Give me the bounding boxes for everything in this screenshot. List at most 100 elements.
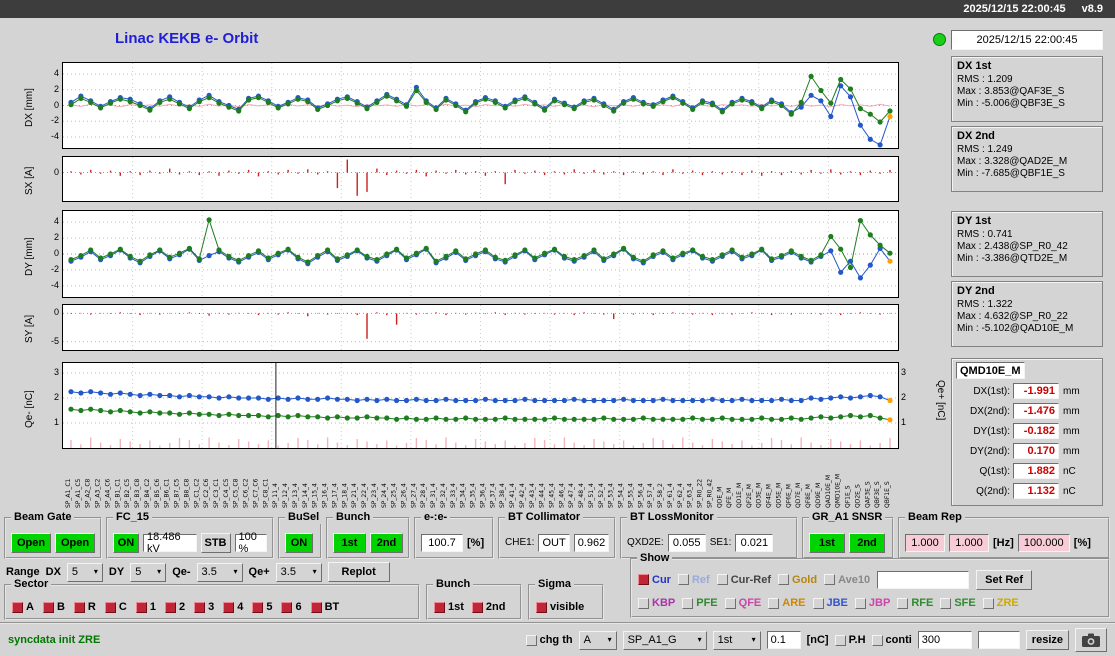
sector-bt-checkbox[interactable] [310, 601, 322, 613]
resize-button[interactable]: resize [1025, 630, 1069, 650]
show-cur-ref-item: Cur-Ref [716, 574, 771, 586]
sector-r-checkbox[interactable] [73, 601, 85, 613]
rfe-label: RFE [911, 597, 934, 610]
replot-button[interactable]: Replot [327, 562, 390, 582]
sector-b-checkbox[interactable] [42, 601, 54, 613]
bunch-select[interactable]: 1st ▾ [712, 630, 761, 650]
range-dy-select[interactable]: 5 ▾ [130, 562, 167, 582]
spare-input[interactable] [977, 631, 1020, 649]
monitor-unit: mm [1063, 385, 1080, 397]
page-title: Linac KEKB e- Orbit [115, 30, 259, 47]
show-jbe-item: JBE [812, 597, 848, 609]
svg-text:QF8E_M: QF8E_M [805, 484, 812, 508]
busel-on-button[interactable]: ON [285, 532, 313, 553]
sfe-checkbox[interactable] [940, 597, 952, 609]
svg-text:QD2E_S: QD2E_S [854, 484, 861, 508]
are-checkbox[interactable] [768, 597, 780, 609]
bpm-select[interactable]: SP_A1_G ▾ [622, 630, 707, 650]
ph-item: P.H [834, 634, 866, 646]
threshold-unit: [nC] [806, 634, 829, 646]
svg-text:SP_25_4: SP_25_4 [391, 483, 398, 508]
interval-input[interactable] [917, 631, 972, 649]
sx-steering-plot[interactable] [62, 156, 899, 202]
set-ref-button[interactable]: Set Ref [976, 569, 1033, 590]
sy-steering-plot[interactable] [62, 304, 899, 351]
show-pfe-item: PFE [682, 597, 718, 609]
ave10-checkbox[interactable] [824, 574, 836, 586]
bunch-1st-checkbox[interactable] [434, 601, 445, 613]
beam-gate-open-button-1[interactable]: Open [11, 532, 51, 553]
ref-checkbox[interactable] [677, 574, 689, 586]
cur-ref-checkbox[interactable] [716, 574, 728, 586]
rfe-checkbox[interactable] [897, 597, 909, 609]
svg-text:SP_11_4: SP_11_4 [272, 483, 279, 508]
qe-minus-axis-label: Qe- [nC] [24, 390, 35, 428]
sector-b-label: B [56, 601, 65, 613]
svg-text:SP_A4_C6: SP_A4_C6 [105, 478, 112, 508]
sector-a-label: A [26, 601, 34, 613]
cur-checkbox[interactable] [638, 574, 649, 586]
sector-select[interactable]: A ▾ [578, 630, 617, 650]
stats-max: Max : 3.853@QAF3E_S [957, 86, 1065, 97]
sector-4-checkbox[interactable] [223, 601, 235, 613]
gold-checkbox[interactable] [778, 574, 790, 586]
monitor-unit: nC [1063, 465, 1076, 477]
status-bar: syncdata init ZRE chg th A ▾ SP_A1_G ▾ 1st… [0, 622, 1115, 656]
sector-r-label: R [87, 601, 96, 613]
monitor-row: DY(2nd): 0.170 mm [952, 441, 1102, 461]
sector-5-checkbox[interactable] [252, 601, 264, 613]
beam-gate-open-button-2[interactable]: Open [55, 532, 95, 553]
fc15-on-button[interactable]: ON [113, 532, 139, 553]
range-qe-plus-value: 3.5 [280, 566, 296, 578]
svg-text:SP_52_4: SP_52_4 [598, 483, 605, 508]
chevron-down-icon: ▾ [157, 567, 162, 576]
stats-title: DY 2nd [957, 285, 995, 297]
range-qe-minus-label: Qe- [172, 566, 191, 578]
screenshot-button[interactable] [1075, 628, 1107, 652]
show-cur-item: Cur [638, 574, 671, 586]
svg-text:QBF1E_S: QBF1E_S [884, 481, 891, 508]
kbp-checkbox[interactable] [638, 597, 649, 609]
qfe-checkbox[interactable] [724, 597, 736, 609]
sigma-visible-checkbox[interactable] [536, 601, 547, 613]
dx-orbit-plot[interactable] [62, 62, 899, 149]
charge-plot[interactable] [62, 362, 899, 449]
bt-lossmonitor-legend: BT LossMonitor [627, 511, 717, 524]
svg-text:SP_33_4: SP_33_4 [450, 483, 457, 508]
beam-rep-legend: Beam Rep [905, 511, 965, 524]
svg-text:QF6E_M: QF6E_M [785, 484, 792, 508]
sector-c-checkbox[interactable] [104, 601, 116, 613]
busel-legend: BuSel [285, 511, 323, 524]
qxd2e-label: QXD2E: [627, 537, 664, 548]
jbe-checkbox[interactable] [812, 597, 824, 609]
ph-checkbox[interactable] [834, 634, 846, 646]
snsr-1st-button[interactable]: 1st [809, 532, 845, 553]
dy-orbit-plot[interactable] [62, 210, 899, 298]
sector-3-checkbox[interactable] [194, 601, 206, 613]
jbp-checkbox[interactable] [854, 597, 866, 609]
range-dx-select[interactable]: 5 ▾ [66, 562, 103, 582]
pfe-checkbox[interactable] [682, 597, 694, 609]
sector-a-checkbox[interactable] [12, 601, 23, 613]
fc15-stb-button[interactable]: STB [200, 532, 231, 553]
stats-max: Max : 3.328@QAD2E_M [957, 156, 1068, 167]
svg-text:SP_46_4: SP_46_4 [558, 483, 565, 508]
sector-6-label: 6 [295, 601, 302, 613]
bunch-1st-button[interactable]: 1st [333, 532, 366, 553]
threshold-input[interactable] [766, 631, 801, 649]
bunch-2nd-checkbox[interactable] [471, 601, 483, 613]
sector-2-checkbox[interactable] [164, 601, 176, 613]
sector-1-checkbox[interactable] [135, 601, 147, 613]
sector-6-checkbox[interactable] [281, 601, 293, 613]
chg-th-checkbox[interactable] [525, 634, 537, 646]
bunch-2nd-button[interactable]: 2nd [370, 532, 403, 553]
ref-name-input[interactable] [877, 570, 970, 589]
svg-text:SP_55_4: SP_55_4 [627, 483, 634, 508]
snsr-2nd-button[interactable]: 2nd [849, 532, 885, 553]
conti-checkbox[interactable] [871, 634, 883, 646]
sector-1-item: 1 [135, 601, 156, 613]
range-qe-plus-select[interactable]: 3.5 ▾ [275, 562, 322, 582]
svg-text:SP_37_4: SP_37_4 [489, 483, 496, 508]
range-qe-minus-select[interactable]: 3.5 ▾ [196, 562, 243, 582]
zre-checkbox[interactable] [982, 597, 994, 609]
